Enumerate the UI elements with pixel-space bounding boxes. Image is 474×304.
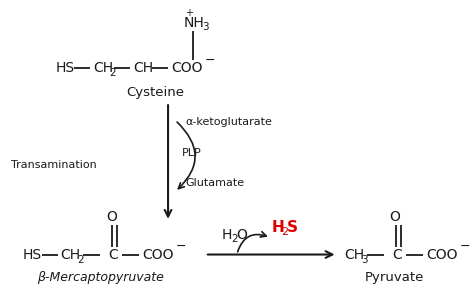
Text: CH: CH [133, 61, 153, 75]
Text: 2: 2 [109, 68, 116, 78]
Text: −: − [460, 240, 470, 253]
Text: Cysteine: Cysteine [126, 86, 184, 99]
Text: HS: HS [23, 247, 42, 261]
Text: COO: COO [171, 61, 202, 75]
Text: O: O [390, 210, 401, 224]
Text: β-Mercaptopyruvate: β-Mercaptopyruvate [37, 271, 164, 284]
Text: CH: CH [345, 247, 365, 261]
Text: C: C [392, 247, 402, 261]
Text: O: O [236, 228, 246, 242]
Text: CH: CH [61, 247, 81, 261]
Text: +: + [185, 8, 193, 18]
Text: H: H [222, 228, 232, 242]
Text: α-ketoglutarate: α-ketoglutarate [185, 117, 272, 127]
Text: 2: 2 [282, 227, 289, 237]
Text: H: H [272, 220, 284, 235]
Text: O: O [106, 210, 117, 224]
Text: 2: 2 [231, 233, 237, 244]
Text: CH: CH [93, 61, 113, 75]
Text: NH: NH [184, 16, 205, 29]
Text: 3: 3 [361, 254, 368, 264]
Text: −: − [176, 240, 187, 253]
Text: Pyruvate: Pyruvate [365, 271, 424, 284]
Text: HS: HS [55, 61, 74, 75]
Text: Transamination: Transamination [10, 160, 96, 170]
Text: 3: 3 [202, 22, 209, 32]
Text: Glutamate: Glutamate [185, 178, 244, 188]
Text: 2: 2 [77, 254, 84, 264]
Text: C: C [108, 247, 118, 261]
Text: PLP: PLP [182, 148, 202, 158]
Text: −: − [205, 54, 215, 67]
Text: COO: COO [142, 247, 173, 261]
Text: S: S [287, 220, 298, 235]
Text: COO: COO [426, 247, 457, 261]
